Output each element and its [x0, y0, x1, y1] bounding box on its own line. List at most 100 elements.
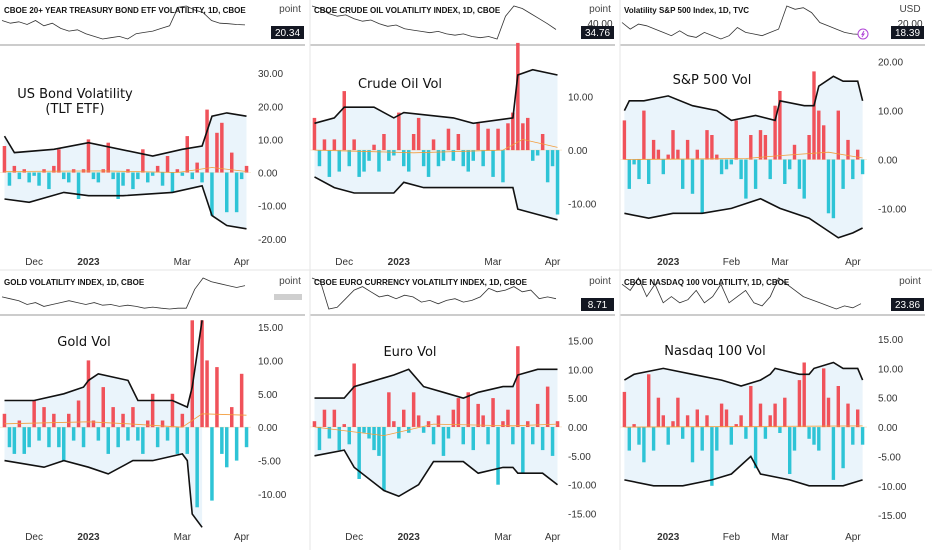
last-value-badge: [274, 294, 302, 300]
bar: [555, 150, 560, 215]
bar: [456, 398, 461, 427]
bar: [661, 159, 665, 175]
bar: [342, 91, 346, 151]
bar: [788, 159, 792, 170]
bar: [141, 427, 145, 454]
index-sparkline: [621, 5, 862, 40]
bar: [486, 427, 490, 445]
bar: [817, 427, 821, 451]
last-value-badge: [271, 26, 304, 39]
x-tick-label: 2023: [77, 257, 100, 268]
bar: [347, 150, 351, 167]
index-title: CBOE 20+ YEAR TREASURY BOND ETF VOLATILI…: [4, 6, 246, 15]
last-value-badge: [581, 26, 614, 39]
x-tick-label: Mar: [771, 257, 789, 268]
bar: [545, 386, 550, 427]
bar: [426, 421, 431, 427]
bar: [225, 172, 229, 213]
bar: [367, 150, 371, 161]
y-tick-label: 30.00: [258, 69, 283, 80]
bar: [802, 159, 806, 199]
bar: [436, 415, 441, 427]
bar: [239, 373, 244, 428]
bar: [642, 427, 646, 463]
bar: [753, 427, 758, 469]
bar: [131, 407, 135, 428]
bar: [317, 427, 322, 451]
bar: [111, 172, 115, 180]
bar: [150, 172, 155, 176]
last-value: 18.39: [895, 28, 920, 39]
bar: [397, 112, 401, 151]
chart-panel-nasdaq: CBOE NASDAQ 100 VOLATILITY, 1D, CBOE poin…: [620, 276, 925, 543]
bar: [160, 172, 165, 186]
bar: [516, 42, 520, 151]
bar: [402, 150, 406, 167]
bar: [846, 403, 850, 428]
bar: [501, 150, 505, 183]
last-value: 8.71: [588, 300, 608, 311]
x-tick-label: Apr: [845, 532, 861, 543]
bar: [476, 123, 480, 151]
bar: [146, 172, 150, 183]
bar: [17, 420, 22, 428]
bar: [377, 150, 381, 172]
bar: [851, 159, 855, 180]
bar: [476, 403, 480, 427]
upper-band-line: [623, 361, 864, 387]
bar: [461, 427, 465, 445]
bar: [392, 421, 396, 427]
moving-average-line: [314, 138, 558, 154]
bar: [860, 159, 865, 175]
bar: [337, 427, 341, 451]
chart-title: Nasdaq 100 Vol: [664, 344, 765, 359]
bar: [471, 427, 475, 451]
bar: [234, 172, 239, 213]
x-tick-label: Mar: [174, 532, 192, 543]
index-title: CBOE CRUDE OIL VOLATILITY INDEX, 1D, CBO…: [314, 6, 501, 15]
y-tick-label: 0.00: [878, 156, 898, 167]
y-tick-label: 10.00: [568, 365, 593, 376]
y-tick-label: -5.00: [568, 452, 591, 463]
bar: [411, 392, 416, 427]
y-tick-label: 0.00: [568, 146, 588, 157]
bar: [501, 421, 505, 427]
bar: [540, 427, 545, 451]
bar: [526, 117, 530, 151]
bar: [71, 427, 76, 441]
y-tick-label: -10.00: [258, 490, 287, 501]
y-tick-label: 15.00: [258, 323, 283, 334]
bar: [441, 427, 446, 456]
bar: [12, 427, 17, 454]
bar: [831, 159, 836, 219]
bar: [822, 368, 826, 428]
index-sparkline: [1, 5, 246, 40]
chart-panel-crude-oil: CBOE CRUDE OIL VOLATILITY INDEX, 1D, CBO…: [310, 4, 615, 268]
bar: [160, 420, 165, 428]
bar: [481, 415, 485, 427]
bar: [461, 150, 465, 167]
bar: [627, 427, 631, 451]
bar: [690, 159, 695, 194]
upper-band-line: [3, 112, 247, 157]
bar: [685, 415, 690, 427]
y-tick-label: -10.00: [568, 481, 597, 492]
bar: [441, 150, 446, 161]
bar: [91, 420, 96, 428]
bar: [734, 120, 738, 160]
index-title: Volatility S&P 500 Index, 1D, TVC: [624, 6, 749, 15]
bar: [195, 427, 199, 508]
bar: [387, 392, 391, 427]
bar: [421, 150, 426, 167]
y-tick-label: 15.00: [878, 335, 903, 346]
bar: [327, 427, 332, 439]
lower-band-line: [4, 184, 247, 230]
bar: [446, 128, 451, 151]
bar: [7, 427, 12, 448]
bar: [205, 109, 209, 173]
bar: [700, 159, 704, 214]
bar: [676, 149, 680, 160]
bar: [372, 427, 376, 451]
chart-title: Crude Oil Vol: [358, 77, 442, 92]
bar: [817, 110, 821, 160]
